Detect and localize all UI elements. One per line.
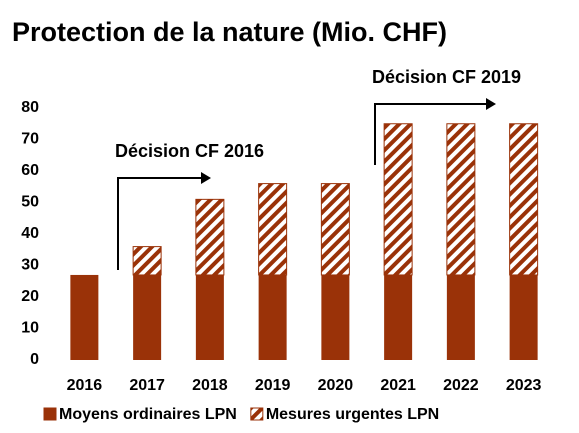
bar <box>132 246 162 276</box>
annotation: Décision CF 2019 <box>372 67 521 87</box>
legend-label: Mesures urgentes LPN <box>266 406 439 423</box>
y-tick-label: 30 <box>21 257 39 274</box>
x-tick-label: 2017 <box>129 377 165 394</box>
bar <box>321 274 350 360</box>
legend-label: Moyens ordinaires LPN <box>59 406 237 423</box>
y-tick-label: 60 <box>21 162 39 179</box>
arrow <box>117 177 203 270</box>
bar <box>446 123 476 276</box>
x-tick-label: 2019 <box>255 377 291 394</box>
y-tick-label: 40 <box>21 225 39 242</box>
x-tick-label: 2018 <box>192 377 228 394</box>
bar <box>133 274 162 360</box>
y-tick-label: 10 <box>21 320 39 337</box>
y-tick-label: 70 <box>21 131 39 148</box>
x-tick-label: 2016 <box>67 377 103 394</box>
bar <box>509 274 538 360</box>
x-tick-label: 2021 <box>380 377 416 394</box>
y-tick-label: 50 <box>21 194 39 211</box>
legend-swatch <box>250 407 264 421</box>
y-tick-label: 20 <box>21 288 39 305</box>
x-tick-label: 2020 <box>318 377 354 394</box>
arrow <box>374 103 488 165</box>
x-tick-label: 2022 <box>443 377 479 394</box>
x-tick-label: 2023 <box>506 377 542 394</box>
bar <box>446 274 475 360</box>
bar <box>258 274 287 360</box>
chart-title: Protection de la nature (Mio. CHF) <box>12 17 447 47</box>
bar <box>195 274 224 360</box>
bar <box>509 123 539 276</box>
y-tick-label: 80 <box>21 99 39 116</box>
bar <box>258 183 288 276</box>
arrow-head <box>201 172 211 184</box>
bar <box>70 274 99 360</box>
bar <box>195 198 225 276</box>
annotation: Décision CF 2016 <box>115 141 264 161</box>
bar <box>383 123 413 276</box>
y-tick-label: 0 <box>30 351 39 368</box>
legend-swatch <box>43 407 57 421</box>
arrow-head <box>486 98 496 110</box>
bar <box>384 274 413 360</box>
bar <box>320 183 350 276</box>
